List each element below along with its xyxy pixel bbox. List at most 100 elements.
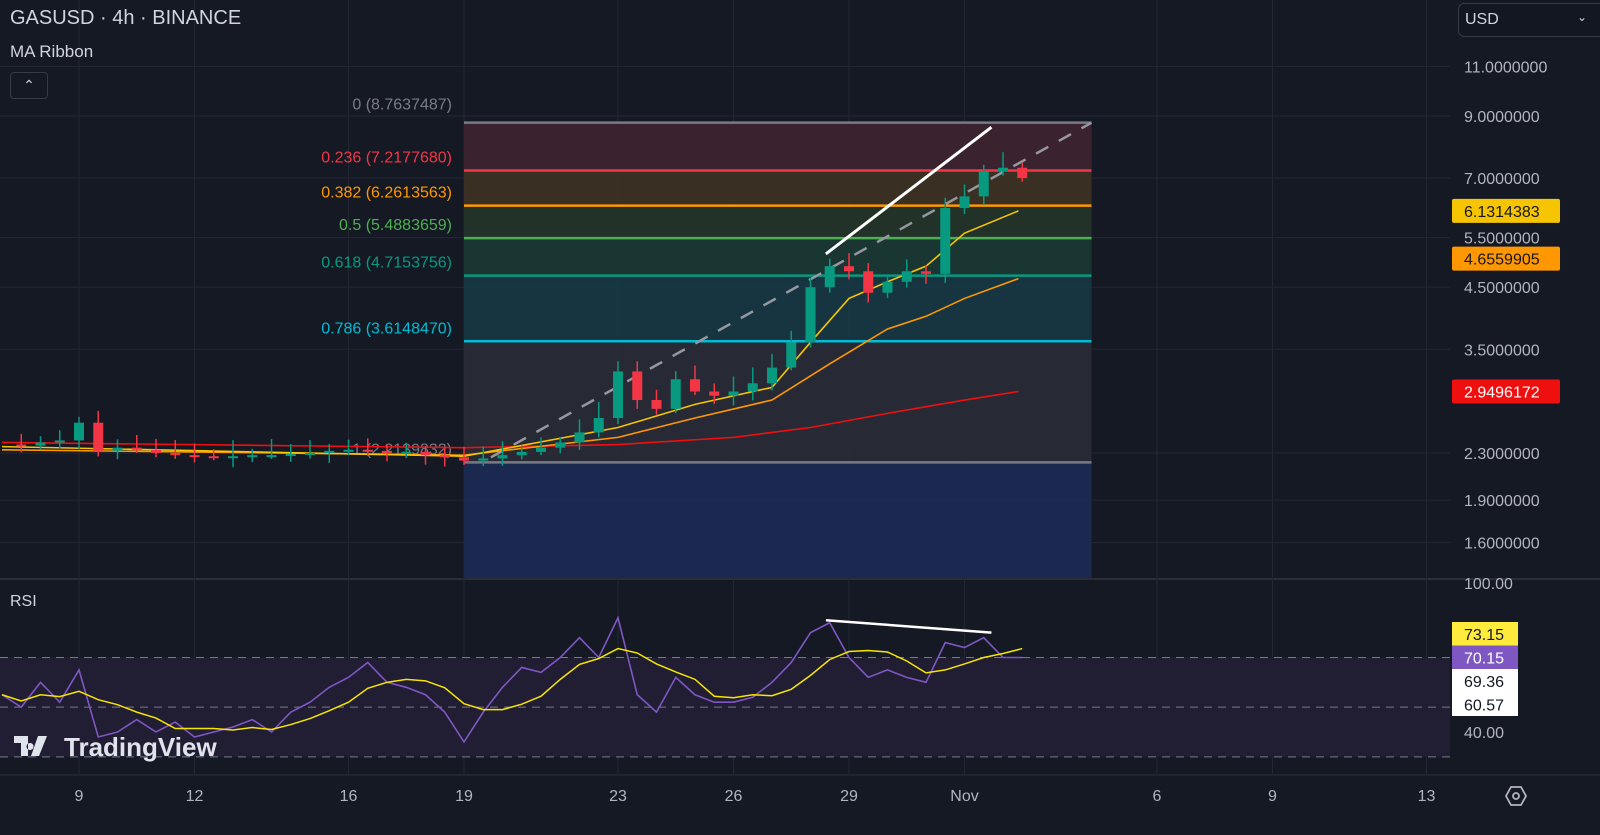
rsi-divergence-line bbox=[825, 619, 992, 634]
tradingview-watermark: TradingView bbox=[64, 732, 217, 762]
candle-body bbox=[1017, 167, 1028, 179]
candle-body bbox=[343, 449, 354, 452]
candle-body bbox=[882, 281, 893, 293]
candle-body bbox=[170, 452, 181, 456]
fib-zone bbox=[464, 341, 1092, 463]
fib-zone bbox=[464, 462, 1092, 578]
candle-body bbox=[998, 167, 1008, 172]
candle-body bbox=[208, 456, 219, 459]
y-tick-label: 4.5000000 bbox=[1464, 280, 1540, 297]
ma-price-label: 6.1314383 bbox=[1464, 204, 1540, 221]
candle-body bbox=[690, 379, 700, 392]
candle-body bbox=[767, 367, 777, 384]
x-tick-label: 26 bbox=[725, 788, 743, 805]
fib-zone bbox=[464, 238, 1092, 276]
candle-body bbox=[285, 454, 296, 457]
indicator-label[interactable]: MA Ribbon bbox=[10, 42, 94, 61]
rsi-label[interactable]: RSI bbox=[10, 593, 37, 610]
x-tick-label: 23 bbox=[609, 788, 627, 805]
x-tick-label: 19 bbox=[455, 788, 473, 805]
candle-body bbox=[593, 417, 604, 433]
rsi-value-label-bg bbox=[1452, 622, 1518, 646]
tradingview-logo bbox=[14, 736, 47, 756]
rsi-value-label-bg bbox=[1452, 669, 1518, 693]
candle-body bbox=[555, 442, 566, 448]
candle-body bbox=[805, 287, 816, 343]
candle-body bbox=[35, 442, 46, 446]
y-tick-label: 9.0000000 bbox=[1464, 109, 1540, 126]
y-tick-label: 2.3000000 bbox=[1464, 446, 1540, 463]
ma-price-label-bg bbox=[1452, 379, 1560, 404]
fib-level-label: 0.382 (6.2613563) bbox=[321, 185, 452, 202]
rsi-y-tick-label: 40.00 bbox=[1464, 725, 1504, 742]
rsi-value-label-bg bbox=[1452, 692, 1518, 716]
x-tick-label: 9 bbox=[75, 788, 84, 805]
candle-body bbox=[247, 455, 258, 458]
fib-trend-dashed-line bbox=[490, 121, 1093, 459]
x-tick-label: Nov bbox=[950, 788, 978, 805]
x-tick-label: 29 bbox=[840, 788, 858, 805]
candle-body bbox=[709, 391, 720, 396]
x-tick-label: 16 bbox=[340, 788, 358, 805]
candle-body bbox=[978, 171, 989, 197]
fib-zone bbox=[464, 205, 1092, 239]
ma-price-label-bg bbox=[1452, 246, 1560, 271]
rsi-value-label: 69.36 bbox=[1464, 674, 1504, 691]
candle-body bbox=[16, 444, 27, 447]
candle-body bbox=[863, 271, 874, 293]
collapse-button[interactable]: ⌃ bbox=[10, 72, 48, 99]
candle-body bbox=[747, 383, 758, 392]
rsi-value-label: 73.15 bbox=[1464, 627, 1504, 644]
candle-body bbox=[670, 379, 681, 409]
y-tick-label: 3.5000000 bbox=[1464, 342, 1540, 359]
x-tick-label: 9 bbox=[1268, 788, 1277, 805]
rsi-value-label-bg bbox=[1452, 645, 1518, 669]
fib-level-label: 0.618 (4.7153756) bbox=[321, 255, 452, 272]
ma-price-label: 4.6559905 bbox=[1464, 252, 1540, 269]
y-tick-label: 7.0000000 bbox=[1464, 171, 1540, 188]
candle-body bbox=[151, 449, 161, 453]
candle-body bbox=[382, 450, 392, 453]
candle-body bbox=[228, 456, 238, 459]
candle-body bbox=[516, 451, 527, 456]
rsi-value-label: 60.57 bbox=[1464, 698, 1504, 715]
fib-level-label: 0.236 (7.2177680) bbox=[321, 150, 452, 167]
ma-price-label: 2.9496172 bbox=[1464, 385, 1540, 402]
candle-body bbox=[362, 449, 373, 452]
candle-body bbox=[728, 391, 739, 396]
rsi-ma-line bbox=[1, 647, 1023, 731]
candle-body bbox=[824, 266, 835, 288]
candle-body bbox=[613, 371, 623, 418]
currency-select[interactable]: USD ⌄ bbox=[1458, 3, 1600, 37]
y-tick-label: 1.6000000 bbox=[1464, 536, 1540, 553]
x-tick-label: 13 bbox=[1418, 788, 1436, 805]
settings-icon[interactable] bbox=[1504, 784, 1528, 808]
candle-body bbox=[959, 196, 970, 209]
candle-body bbox=[459, 457, 469, 461]
rsi-value-label: 70.15 bbox=[1464, 651, 1504, 668]
candle-body bbox=[420, 451, 431, 456]
candle-body bbox=[940, 208, 951, 274]
candle-body bbox=[901, 271, 912, 282]
candle-body bbox=[536, 447, 546, 452]
rsi-line bbox=[1, 615, 1023, 744]
candle-body bbox=[324, 450, 335, 453]
x-tick-label: 6 bbox=[1153, 788, 1162, 805]
candle-body bbox=[632, 371, 643, 401]
fib-level-label: 0.786 (3.6148470) bbox=[321, 320, 452, 337]
trend-line bbox=[824, 126, 993, 256]
ma-line bbox=[1, 390, 1019, 449]
candle-body bbox=[844, 266, 854, 272]
tradingview-logo-icon bbox=[14, 736, 47, 756]
rsi-y-tick-label: 100.00 bbox=[1464, 576, 1513, 593]
fib-zone bbox=[464, 275, 1092, 342]
y-tick-label: 5.5000000 bbox=[1464, 231, 1540, 248]
chevron-up-icon: ⌃ bbox=[23, 77, 35, 93]
candle-body bbox=[305, 452, 315, 455]
candle-body bbox=[74, 422, 84, 441]
candle-body bbox=[497, 455, 508, 459]
candle-body bbox=[651, 400, 662, 409]
symbol-title: GASUSD · 4h · BINANCE bbox=[10, 7, 242, 29]
candle-body bbox=[93, 422, 104, 451]
